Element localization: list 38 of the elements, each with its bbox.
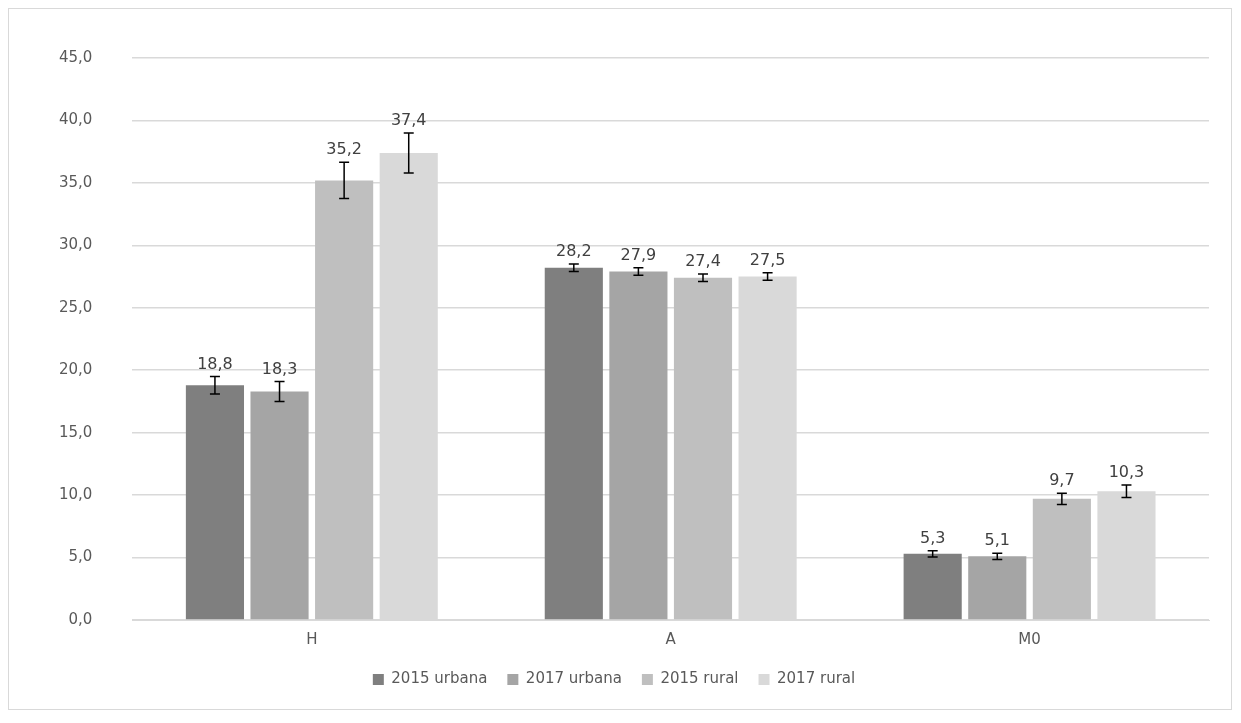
y-tick-label: 30,0 [58, 235, 93, 254]
x-tick-label: A [665, 629, 677, 648]
data-label: 27,5 [749, 249, 786, 269]
data-label: 27,9 [620, 244, 657, 264]
y-tick-label: 10,0 [58, 485, 93, 503]
data-label: 18,8 [197, 353, 233, 373]
data-label: 5,3 [919, 527, 946, 547]
data-label: 37,4 [390, 110, 427, 130]
bar [968, 556, 1027, 620]
y-tick-label: 5,0 [68, 547, 93, 566]
bar [673, 277, 733, 620]
data-label: 18,3 [261, 358, 298, 378]
y-tick-label: 15,0 [58, 422, 93, 441]
bar [185, 385, 245, 620]
y-tick-label: 25,0 [58, 297, 93, 316]
x-tick-label: M0 [1018, 629, 1041, 648]
y-tick-label: 20,0 [58, 360, 93, 379]
bar [315, 180, 374, 620]
y-tick-label: 45,0 [58, 47, 93, 66]
y-tick-label: 0,0 [68, 609, 93, 628]
legend-label: 2015 urbana [391, 669, 488, 688]
data-label: 28,2 [555, 241, 592, 261]
data-label: 27,4 [685, 251, 721, 271]
legend-label: 2017 urbana [525, 669, 622, 688]
y-tick-label: 35,0 [58, 172, 93, 191]
bar [903, 553, 962, 620]
data-label: 5,1 [984, 530, 1010, 550]
data-label: 10,3 [1108, 462, 1145, 482]
bar [1032, 498, 1091, 620]
data-label: 35,2 [326, 139, 362, 159]
x-tick-label: H [306, 629, 318, 648]
legend-label: 2015 rural [660, 669, 739, 688]
bar [609, 271, 668, 620]
legend-label: 2017 rural [777, 669, 856, 688]
data-label: 9,7 [1049, 470, 1075, 490]
bar [250, 391, 309, 620]
y-tick-label: 40,0 [58, 110, 93, 129]
bar [544, 267, 603, 620]
